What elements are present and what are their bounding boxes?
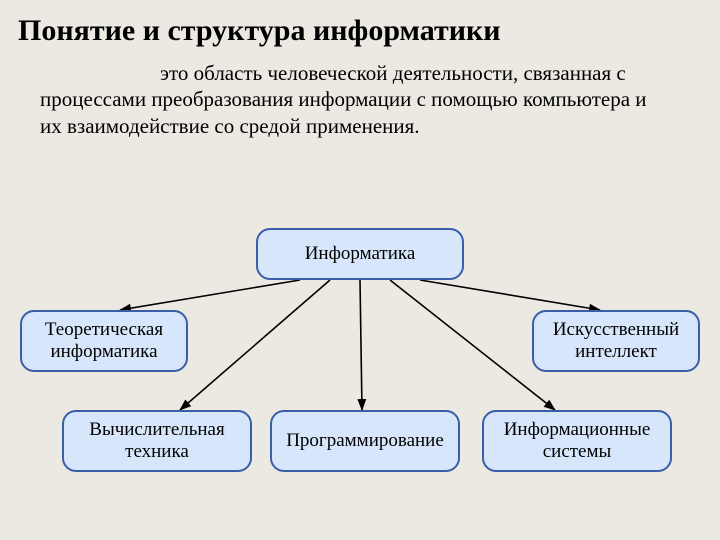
- diagram-node-n2: Вычислительная техника: [62, 410, 252, 472]
- node-label: Теоретическая информатика: [22, 319, 186, 363]
- diagram-node-n1: Теоретическая информатика: [20, 310, 188, 372]
- node-label: Информационные системы: [484, 419, 670, 463]
- slide-title: Понятие и структура информатики: [18, 14, 501, 48]
- paragraph-text: это область человеческой деятельности, с…: [40, 61, 647, 138]
- node-label: Вычислительная техника: [64, 419, 250, 463]
- node-label: Искусственный интеллект: [534, 319, 698, 363]
- edge-root-n5: [420, 280, 600, 310]
- node-label: Информатика: [305, 243, 416, 265]
- edge-root-n4: [390, 280, 555, 410]
- diagram-node-n4: Информационные системы: [482, 410, 672, 472]
- diagram-node-root: Информатика: [256, 228, 464, 280]
- diagram-node-n3: Программирование: [270, 410, 460, 472]
- diagram-node-n5: Искусственный интеллект: [532, 310, 700, 372]
- slide-paragraph: это область человеческой деятельности, с…: [40, 60, 660, 139]
- node-label: Программирование: [286, 430, 444, 452]
- edge-root-n2: [180, 280, 330, 410]
- edge-root-n1: [120, 280, 300, 310]
- edge-root-n3: [360, 280, 362, 410]
